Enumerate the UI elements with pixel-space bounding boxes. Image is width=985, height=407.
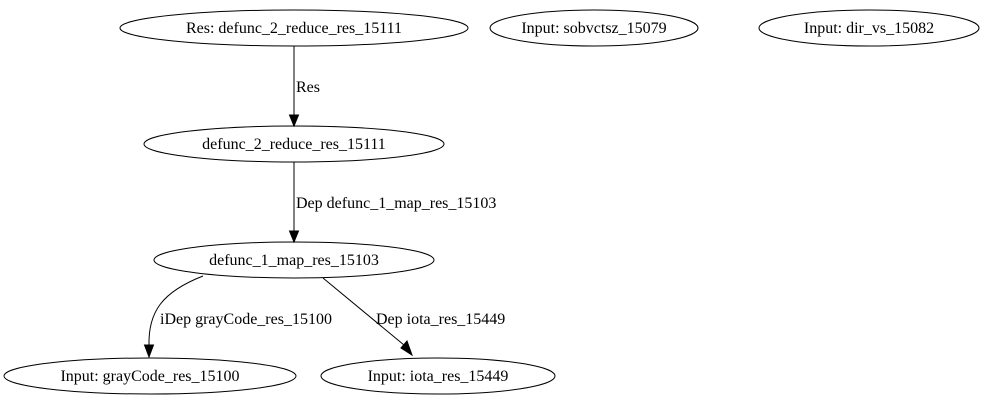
edge-res-to-defunc-2: Res [288, 46, 320, 128]
edge-label: Dep defunc_1_map_res_15103 [296, 195, 496, 212]
arrow-head [400, 340, 413, 357]
node-input-dir-vs: Input: dir_vs_15082 [758, 9, 980, 47]
node-input-graycode: Input: grayCode_res_15100 [3, 357, 297, 395]
arrow-head [288, 230, 300, 244]
node-input-sobvctsz: Input: sobvctsz_15079 [489, 9, 699, 47]
node-input-iota: Input: iota_res_15449 [320, 357, 556, 395]
edge-defunc-1-to-graycode: iDep grayCode_res_15100 [143, 275, 332, 359]
node-label: Input: iota_res_15449 [368, 368, 509, 385]
node-defunc-1-map: defunc_1_map_res_15103 [153, 241, 435, 279]
edge-line [148, 275, 204, 347]
node-label: Input: grayCode_res_15100 [60, 368, 239, 385]
node-label: Input: sobvctsz_15079 [521, 20, 666, 37]
node-label: defunc_2_reduce_res_15111 [202, 136, 386, 153]
node-label: defunc_1_map_res_15103 [209, 252, 379, 269]
edge-defunc-2-to-defunc-1: Dep defunc_1_map_res_15103 [288, 162, 496, 244]
node-label: Res: defunc_2_reduce_res_15111 [186, 20, 402, 37]
edge-label: Res [296, 79, 320, 96]
edge-defunc-1-to-iota: Dep iota_res_15449 [322, 277, 505, 357]
node-defunc-2-reduce: defunc_2_reduce_res_15111 [143, 125, 445, 163]
edge-label: iDep grayCode_res_15100 [160, 311, 332, 328]
node-label: Input: dir_vs_15082 [804, 20, 934, 37]
arrow-head [288, 114, 300, 128]
edge-label: Dep iota_res_15449 [376, 311, 505, 328]
edge-line [322, 277, 405, 346]
node-res-defunc-2-reduce: Res: defunc_2_reduce_res_15111 [119, 9, 469, 47]
arrow-head [143, 344, 155, 359]
